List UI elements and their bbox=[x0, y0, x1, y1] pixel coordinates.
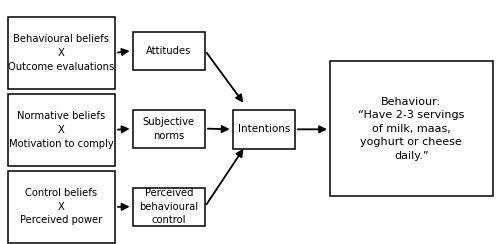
FancyBboxPatch shape bbox=[132, 32, 205, 70]
FancyBboxPatch shape bbox=[8, 17, 115, 89]
Text: Control beliefs
X
Perceived power: Control beliefs X Perceived power bbox=[20, 188, 102, 225]
Text: Attitudes: Attitudes bbox=[146, 46, 192, 56]
Text: Behavioural beliefs
X
Outcome evaluations: Behavioural beliefs X Outcome evaluation… bbox=[8, 34, 115, 72]
FancyBboxPatch shape bbox=[8, 94, 115, 166]
Text: Subjective
norms: Subjective norms bbox=[142, 117, 195, 141]
FancyBboxPatch shape bbox=[8, 171, 115, 243]
Text: Behaviour:
“Have 2-3 servings
of milk, maas,
yoghurt or cheese
daily.”: Behaviour: “Have 2-3 servings of milk, m… bbox=[358, 97, 465, 161]
FancyBboxPatch shape bbox=[232, 110, 295, 149]
FancyBboxPatch shape bbox=[132, 110, 205, 148]
Text: Perceived
behavioural
control: Perceived behavioural control bbox=[139, 188, 198, 225]
FancyBboxPatch shape bbox=[330, 61, 492, 196]
Text: Normative beliefs
X
Motivation to comply: Normative beliefs X Motivation to comply bbox=[9, 111, 114, 149]
FancyBboxPatch shape bbox=[132, 188, 205, 226]
Text: Intentions: Intentions bbox=[238, 124, 290, 134]
